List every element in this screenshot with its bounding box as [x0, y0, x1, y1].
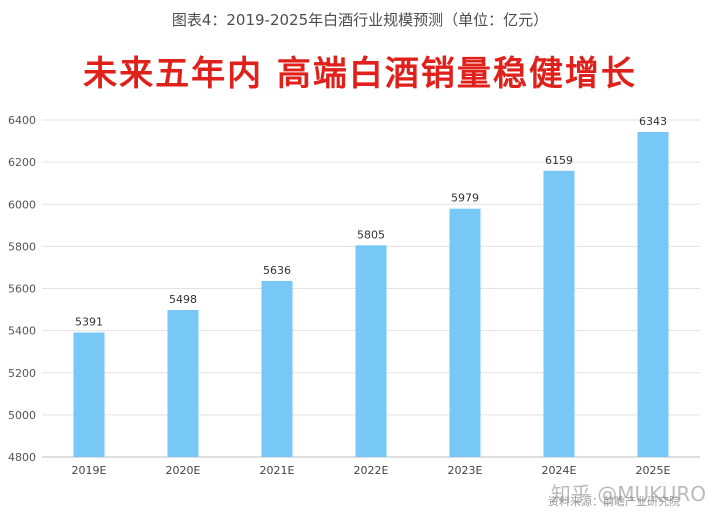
data-label: 5498 [169, 293, 197, 306]
bar [449, 208, 481, 457]
data-label: 5391 [75, 316, 103, 329]
y-tick-label: 5800 [8, 240, 36, 253]
bar [355, 245, 387, 457]
chart-title: 图表4：2019-2025年白酒行业规模预测（单位：亿元） [171, 11, 549, 29]
y-tick-label: 6000 [8, 198, 36, 211]
y-tick-label: 6200 [8, 156, 36, 169]
watermark: 知乎 @MUKURO [550, 482, 706, 506]
x-tick-label: 2023E [448, 464, 483, 477]
x-tick-label: 2021E [260, 464, 295, 477]
headline-banner: 未来五年内 高端白酒销量稳健增长 [83, 54, 637, 94]
data-label: 6343 [639, 115, 667, 128]
y-tick-label: 5200 [8, 367, 36, 380]
source-note: 资料来源：前瞻产业研究院 [548, 495, 680, 508]
x-tick-label: 2019E [72, 464, 107, 477]
x-tick-label: 2022E [354, 464, 389, 477]
x-tick-label: 2020E [166, 464, 201, 477]
y-tick-label: 4800 [8, 451, 36, 464]
y-tick-label: 5600 [8, 283, 36, 296]
bar [543, 170, 575, 457]
y-tick-label: 5400 [8, 325, 36, 338]
y-tick-label: 6400 [8, 114, 36, 127]
bar [73, 332, 105, 457]
y-tick-label: 5000 [8, 409, 36, 422]
data-label: 6159 [545, 154, 573, 167]
data-label: 5979 [451, 192, 479, 205]
data-label: 5805 [357, 228, 385, 241]
x-tick-label: 2025E [636, 464, 671, 477]
x-tick-label: 2024E [542, 464, 577, 477]
bar [637, 132, 669, 458]
bar [261, 280, 293, 457]
data-label: 5636 [263, 264, 291, 277]
bar [167, 309, 199, 457]
